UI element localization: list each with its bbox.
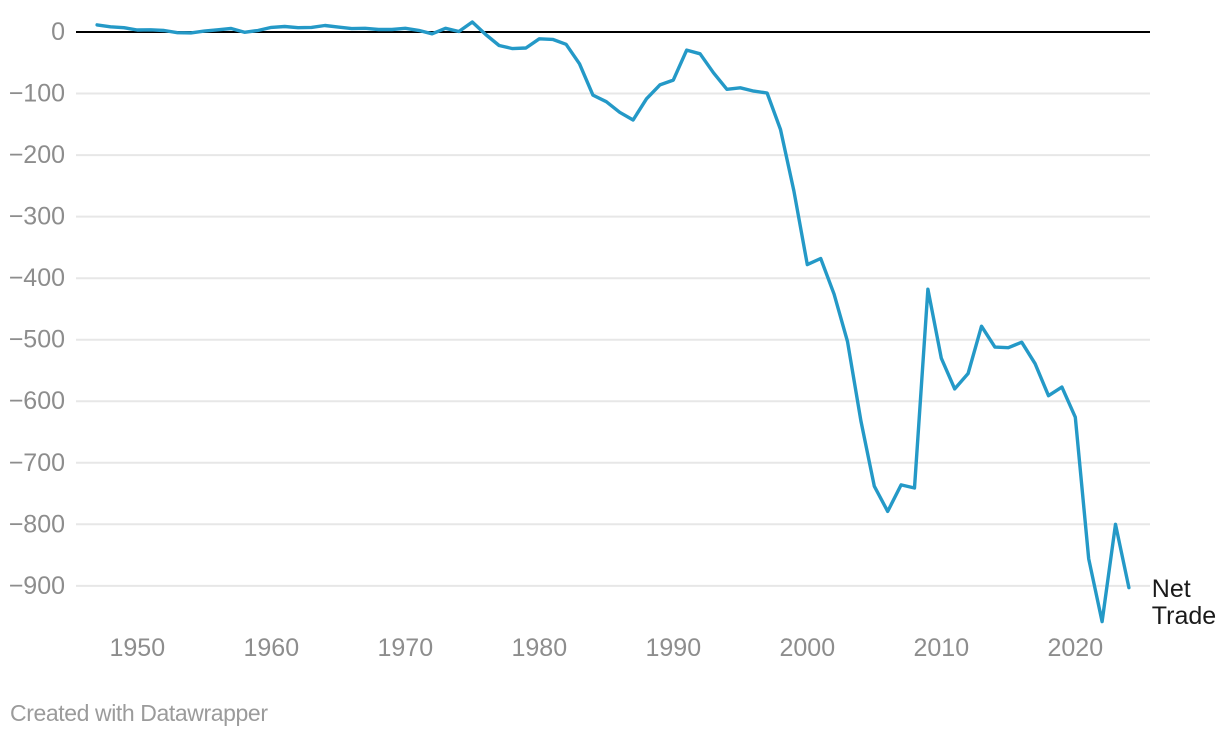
svg-text:0: 0 xyxy=(51,18,65,46)
svg-text:Created with Datawrapper: Created with Datawrapper xyxy=(10,700,268,726)
svg-text:1960: 1960 xyxy=(243,634,299,662)
svg-text:−900: −900 xyxy=(9,572,65,600)
svg-text:−300: −300 xyxy=(9,203,65,231)
svg-text:1970: 1970 xyxy=(377,634,433,662)
svg-text:2020: 2020 xyxy=(1047,634,1103,662)
svg-text:−100: −100 xyxy=(9,80,65,108)
svg-text:−800: −800 xyxy=(9,510,65,538)
svg-text:1950: 1950 xyxy=(109,634,165,662)
svg-text:−700: −700 xyxy=(9,449,65,477)
svg-text:2010: 2010 xyxy=(913,634,969,662)
svg-text:Net: Net xyxy=(1152,575,1191,603)
svg-text:−600: −600 xyxy=(9,387,65,415)
svg-text:Trade: Trade xyxy=(1152,602,1216,630)
svg-text:−500: −500 xyxy=(9,326,65,354)
svg-text:−400: −400 xyxy=(9,264,65,292)
svg-text:1980: 1980 xyxy=(511,634,567,662)
svg-text:−200: −200 xyxy=(9,141,65,169)
svg-text:2000: 2000 xyxy=(779,634,835,662)
svg-text:1990: 1990 xyxy=(645,634,701,662)
